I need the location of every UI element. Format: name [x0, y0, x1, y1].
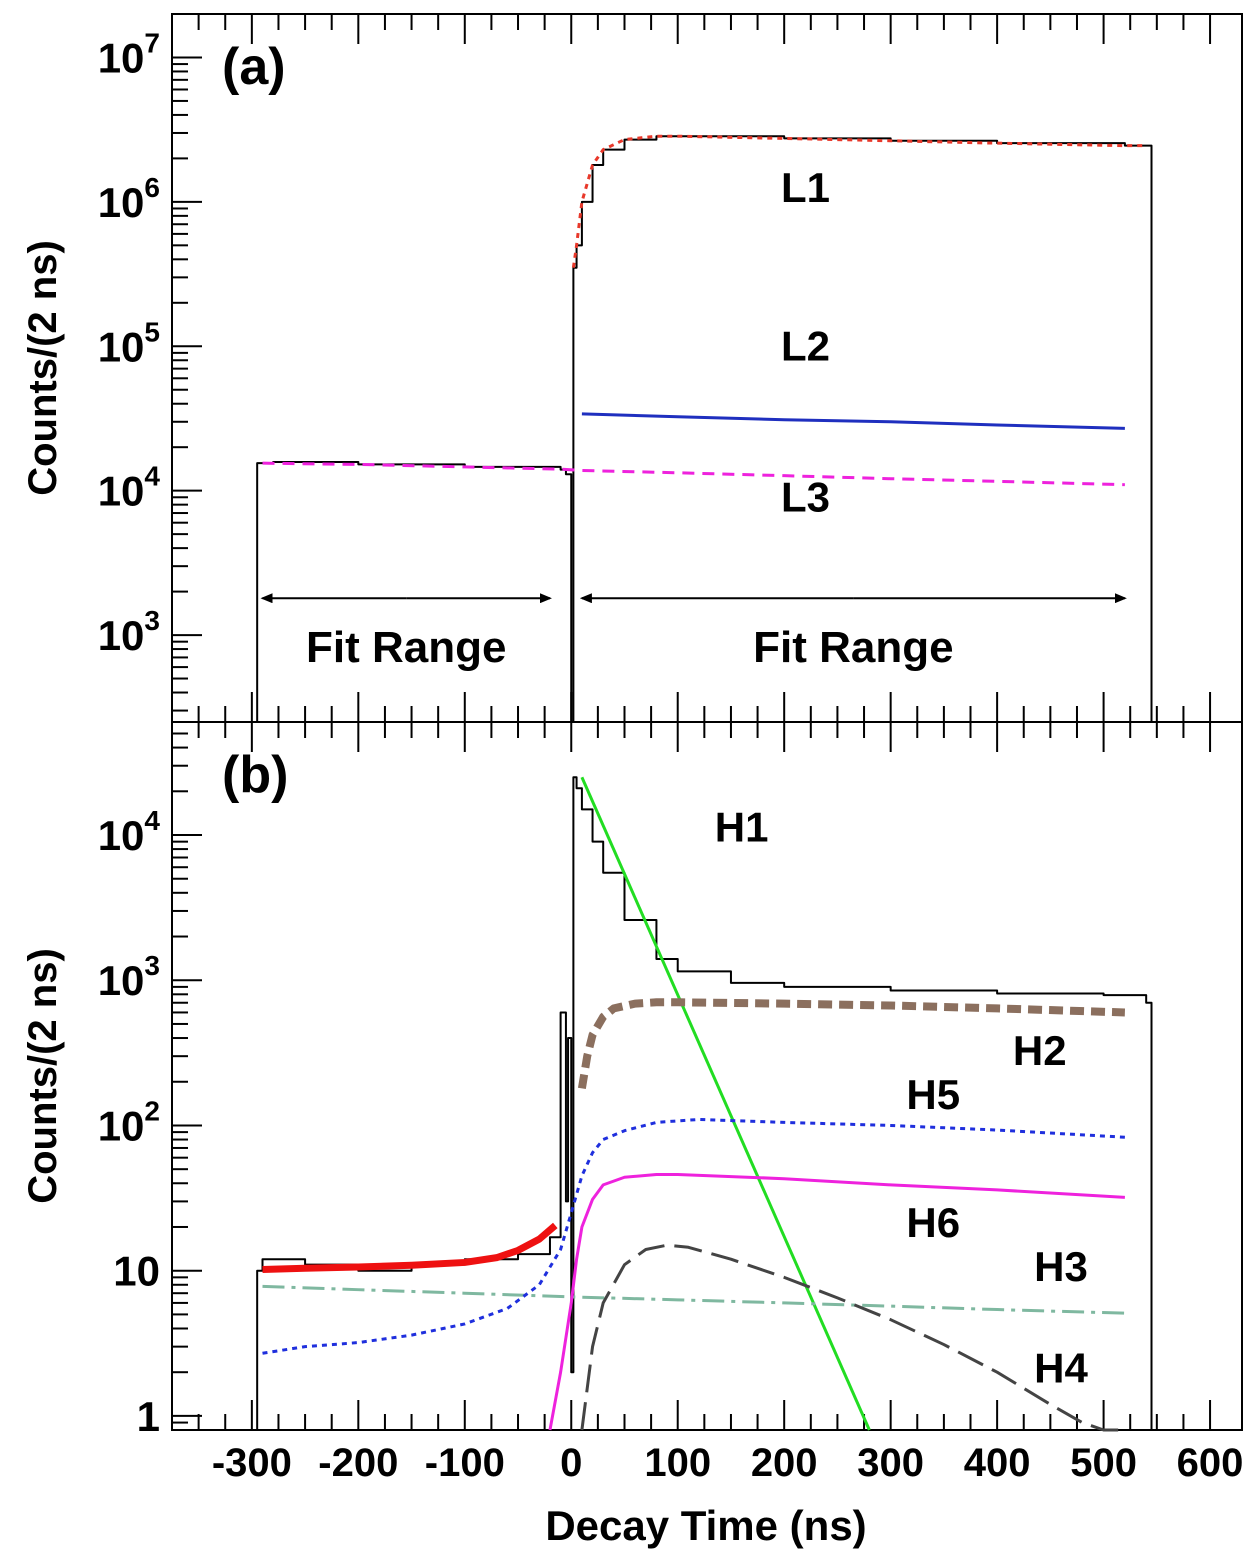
- y-tick-label-exponent: 4: [144, 461, 160, 492]
- series-h3: [262, 1284, 1125, 1315]
- annotation-label: H2: [1013, 1027, 1067, 1074]
- fit-range-label: Fit Range: [753, 623, 953, 672]
- y-tick-label: 102: [98, 1095, 160, 1149]
- x-tick-label: -200: [318, 1441, 398, 1485]
- y-tick-label-base: 10: [98, 34, 145, 81]
- y-tick-label: 105: [98, 316, 160, 370]
- series-fit-1: [571, 134, 1147, 268]
- panel-label: (a): [222, 38, 286, 96]
- series-histogram: [251, 776, 1153, 1431]
- annotation-label: L3: [781, 473, 830, 520]
- y-tick-label-base: 10: [98, 323, 145, 370]
- x-tick-label: 0: [560, 1441, 582, 1485]
- series-h2: [577, 998, 1126, 1090]
- y-tick-label-exponent: 3: [144, 605, 160, 636]
- series-h6: [548, 1172, 1125, 1431]
- series-fit-1: [262, 1222, 558, 1273]
- y-tick-label-base: 1: [137, 1393, 160, 1440]
- y-tick-label-exponent: 6: [144, 172, 160, 203]
- y-tick-label: 10: [113, 1248, 160, 1295]
- y-tick-label: 106: [98, 172, 160, 226]
- series-l3: [262, 461, 1125, 487]
- series-h4: [580, 1243, 1125, 1432]
- y-tick-label: 104: [98, 805, 161, 859]
- y-tick-label-base: 10: [98, 812, 145, 859]
- annotation-label: H3: [1034, 1243, 1088, 1290]
- y-tick-label-exponent: 7: [144, 27, 160, 58]
- y-tick-label: 103: [98, 950, 160, 1004]
- annotation-label: H6: [906, 1199, 960, 1246]
- x-tick-label: 100: [644, 1441, 711, 1485]
- annotation-label: H4: [1034, 1344, 1088, 1391]
- y-tick-label-base: 10: [98, 468, 145, 515]
- series-histogram: [251, 135, 1153, 723]
- y-tick-label-base: 10: [113, 1248, 160, 1295]
- series-l2: [581, 412, 1125, 430]
- series-h5: [262, 1117, 1125, 1355]
- series-h1: [580, 776, 871, 1431]
- y-tick-label-exponent: 2: [144, 1095, 160, 1126]
- x-tick-label: 500: [1070, 1441, 1137, 1485]
- x-tick-label: 400: [964, 1441, 1031, 1485]
- plot-frame-0: [171, 13, 1243, 723]
- annotation-label: L1: [781, 164, 830, 211]
- annotation-label: L2: [781, 322, 830, 369]
- y-tick-label-exponent: 3: [144, 950, 160, 981]
- y-axis-title: Counts/(2 ns): [21, 948, 65, 1204]
- y-tick-label: 103: [98, 605, 160, 659]
- y-axis-title: Counts/(2 ns): [21, 240, 65, 496]
- y-tick-label: 107: [98, 27, 160, 81]
- fit-range-label: Fit Range: [306, 623, 506, 672]
- plot-frame-1: [171, 721, 1243, 1431]
- x-tick-label: 600: [1177, 1441, 1244, 1485]
- y-tick-label-exponent: 5: [144, 316, 160, 347]
- y-tick-label-base: 10: [98, 957, 145, 1004]
- y-tick-label-base: 10: [98, 612, 145, 659]
- x-tick-label: 200: [751, 1441, 818, 1485]
- y-tick-label-base: 10: [98, 1102, 145, 1149]
- x-axis-title: Decay Time (ns): [545, 1502, 866, 1549]
- x-tick-label: 300: [857, 1441, 924, 1485]
- y-tick-label: 104: [98, 461, 161, 515]
- x-tick-label: -100: [425, 1441, 505, 1485]
- annotation-label: H5: [906, 1071, 960, 1118]
- y-tick-label: 1: [137, 1393, 160, 1440]
- panel-label: (b): [222, 746, 288, 804]
- y-tick-label-base: 10: [98, 179, 145, 226]
- annotation-label: H1: [715, 804, 769, 851]
- y-tick-label-exponent: 4: [144, 805, 160, 836]
- x-tick-label: -300: [212, 1441, 292, 1485]
